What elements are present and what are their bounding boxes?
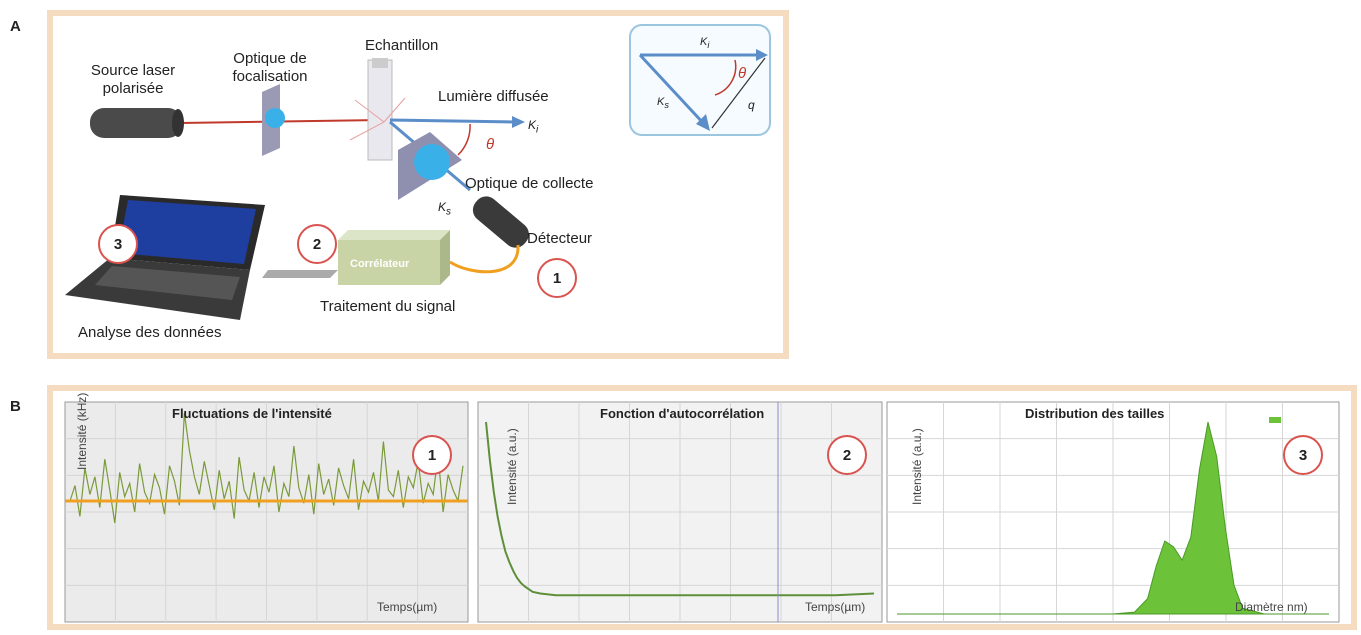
signal-processing-label: Traitement du signal <box>320 298 456 315</box>
chart3-title: Distribution des tailles <box>1025 406 1165 421</box>
correlator-box <box>338 230 450 240</box>
optical-fiber <box>449 244 520 274</box>
panel-b-frame <box>47 385 1357 630</box>
chart1-xlabel: Temps(µm) <box>377 600 438 614</box>
chart1-title: Fluctuations de l'intensité <box>172 406 332 421</box>
ks-label: Ks <box>438 200 452 218</box>
theta-label: θ <box>486 136 495 153</box>
vector-inset <box>629 24 771 136</box>
step-marker-1: 1 <box>537 258 577 298</box>
chart2-xlabel: Temps(µm) <box>805 600 866 614</box>
ki-arrow <box>389 118 516 124</box>
sample-label: Echantillon <box>365 37 439 54</box>
correlator-label: Corrélateur <box>350 258 410 270</box>
source-laser-label: Source laser polarisée <box>90 62 176 97</box>
detector-label: Détecteur <box>527 230 593 247</box>
panel-b-letter: B <box>10 398 21 415</box>
detector <box>472 196 529 248</box>
chart2-series-line <box>485 421 875 597</box>
laser-source <box>90 108 182 138</box>
chart2-ylabel: Intensité (a.u.) <box>505 428 519 505</box>
chart1-ylabel: Intensité (kHz) <box>75 392 89 470</box>
inset-q-label: q <box>748 98 755 112</box>
chart1-marker: 1 <box>412 435 452 475</box>
step-marker-3: 3 <box>98 224 138 264</box>
focusing-optic-label: Optique de focalisation <box>232 50 308 85</box>
chart1-series-line <box>69 412 464 524</box>
chart3-ylabel: Intensité (a.u.) <box>910 428 924 505</box>
inset-ks-label: Ks <box>657 96 669 111</box>
data-analysis-label: Analyse des données <box>78 324 222 341</box>
scattered-light-label: Lumière diffusée <box>438 88 549 105</box>
ki-label: Ki <box>528 118 539 136</box>
panel-a-letter: A <box>10 18 21 35</box>
chart3-xlabel: Diamètre nm) <box>1235 600 1308 614</box>
chart3-distribution-area <box>897 421 1329 615</box>
chart3-legend-swatch <box>1269 417 1281 423</box>
chart3-marker: 3 <box>1283 435 1323 475</box>
panel-a-frame <box>47 10 789 359</box>
inset-ki-label: Ki <box>700 36 710 51</box>
chart2-marker: 2 <box>827 435 867 475</box>
inset-theta-label: θ <box>738 65 747 82</box>
chart2-title: Fonction d'autocorrélation <box>600 406 765 421</box>
collection-optic-label: Optique de collecte <box>465 175 594 192</box>
step-marker-2: 2 <box>297 224 337 264</box>
